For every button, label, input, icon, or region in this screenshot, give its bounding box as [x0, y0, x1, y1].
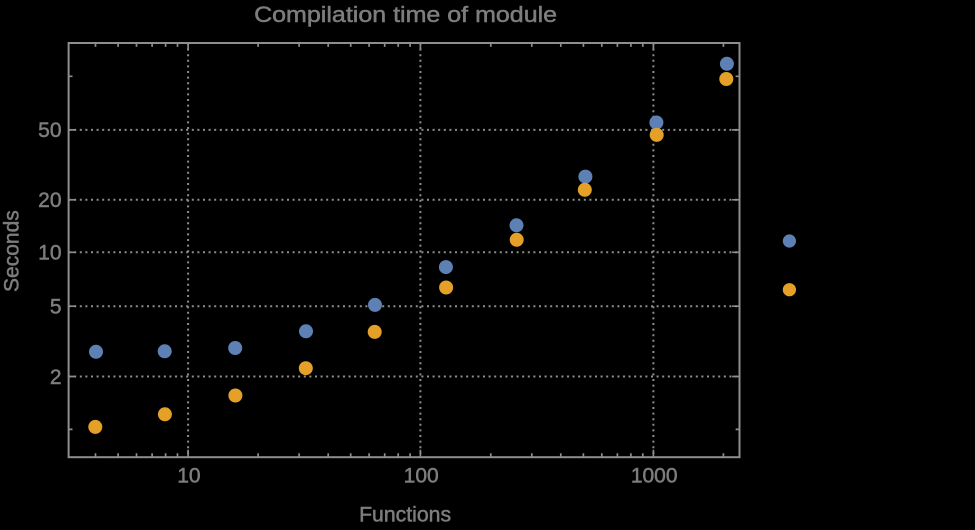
svg-text:1000: 1000 — [631, 465, 678, 488]
svg-text:Compilation time of module: Compilation time of module — [254, 2, 557, 27]
svg-text:10: 10 — [38, 242, 61, 265]
svg-text:Functions: Functions — [359, 504, 451, 526]
svg-text:5: 5 — [50, 296, 62, 319]
svg-text:10: 10 — [177, 465, 200, 488]
svg-text:2: 2 — [50, 366, 62, 389]
svg-text:50: 50 — [38, 119, 61, 142]
svg-text:20: 20 — [38, 189, 61, 212]
svg-text:100: 100 — [404, 465, 439, 488]
svg-text:Seconds: Seconds — [1, 210, 24, 292]
